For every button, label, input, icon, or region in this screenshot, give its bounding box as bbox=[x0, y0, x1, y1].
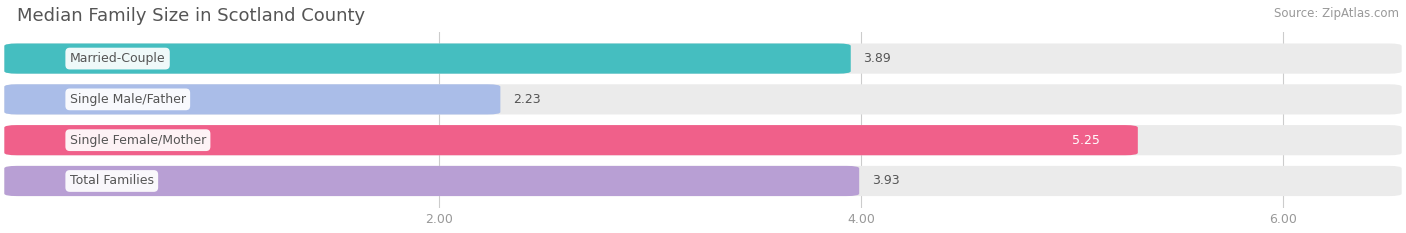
FancyBboxPatch shape bbox=[4, 44, 851, 74]
FancyBboxPatch shape bbox=[4, 125, 1137, 155]
FancyBboxPatch shape bbox=[4, 44, 1402, 74]
Text: 3.89: 3.89 bbox=[863, 52, 891, 65]
FancyBboxPatch shape bbox=[4, 84, 1402, 114]
FancyBboxPatch shape bbox=[4, 125, 1402, 155]
Text: 3.93: 3.93 bbox=[872, 175, 900, 188]
Text: Married-Couple: Married-Couple bbox=[70, 52, 166, 65]
Text: Single Female/Mother: Single Female/Mother bbox=[70, 134, 207, 147]
Text: Single Male/Father: Single Male/Father bbox=[70, 93, 186, 106]
Text: 5.25: 5.25 bbox=[1071, 134, 1099, 147]
Text: Source: ZipAtlas.com: Source: ZipAtlas.com bbox=[1274, 7, 1399, 20]
FancyBboxPatch shape bbox=[4, 84, 501, 114]
FancyBboxPatch shape bbox=[4, 166, 859, 196]
Text: 2.23: 2.23 bbox=[513, 93, 541, 106]
Text: Total Families: Total Families bbox=[70, 175, 153, 188]
Text: Median Family Size in Scotland County: Median Family Size in Scotland County bbox=[17, 7, 366, 25]
FancyBboxPatch shape bbox=[4, 166, 1402, 196]
